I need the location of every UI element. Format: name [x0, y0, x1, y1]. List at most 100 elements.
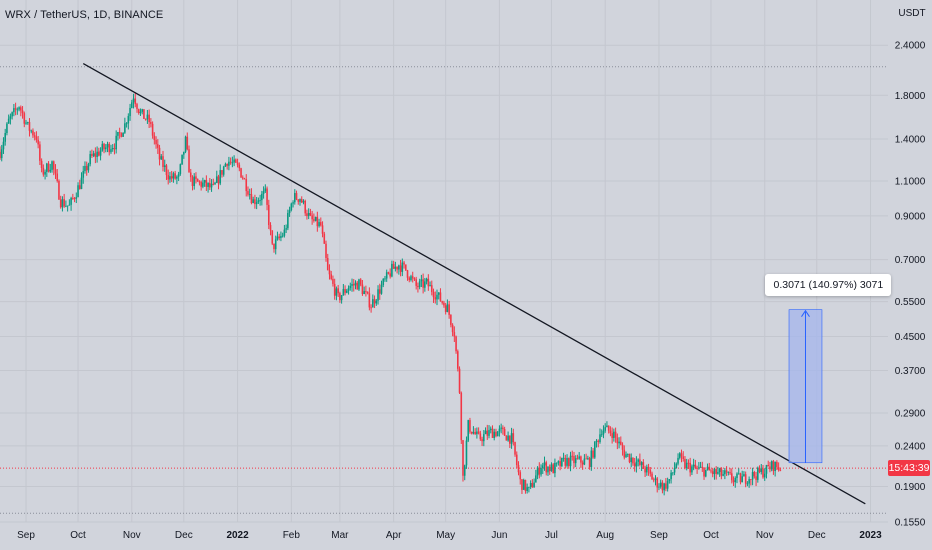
candle-body: [406, 270, 409, 278]
candle-body: [614, 431, 617, 438]
candle-body: [623, 449, 626, 458]
candle-body: [189, 172, 192, 178]
candle-body: [328, 270, 331, 275]
candle-body: [559, 461, 561, 467]
candle-body: [108, 143, 111, 153]
candle-body: [89, 154, 91, 165]
candle-body: [658, 486, 660, 488]
candle-body: [588, 458, 591, 467]
candle-body: [366, 291, 369, 294]
candle-body: [28, 122, 31, 131]
candle-body: [607, 425, 610, 431]
candle-body: [351, 283, 353, 286]
candle-body: [80, 177, 83, 189]
candle-body: [399, 265, 402, 272]
candle-body: [628, 453, 631, 463]
candle-body: [384, 278, 386, 280]
candle-body: [321, 225, 324, 234]
last-price-tag: 15:43:39: [888, 460, 930, 477]
price-tick-label: 1.4000: [895, 134, 926, 145]
candle-body: [170, 176, 173, 179]
candle-body: [713, 469, 716, 475]
candle-body: [271, 230, 274, 244]
candle-body: [39, 144, 41, 161]
candle-body: [450, 314, 452, 325]
time-tick-label: Nov: [123, 530, 141, 541]
candle-body: [129, 107, 131, 117]
candle-body: [70, 197, 72, 205]
candle-body: [600, 434, 603, 436]
candle-body: [163, 165, 166, 168]
candle-body: [656, 478, 659, 488]
candle-body: [625, 454, 627, 458]
candle-body: [587, 458, 589, 460]
candle-body: [98, 151, 100, 156]
candle-body: [396, 266, 398, 270]
candle-body: [115, 135, 117, 150]
candle-body: [349, 285, 352, 289]
candle-body: [422, 279, 424, 288]
candle-body: [772, 461, 775, 471]
candle-body: [387, 272, 390, 274]
candle-body: [276, 236, 279, 240]
time-tick-label: Nov: [756, 530, 774, 541]
candle-body: [706, 466, 709, 470]
candle-body: [162, 156, 164, 168]
candle-body: [703, 467, 705, 477]
candle-body: [169, 176, 171, 180]
candle-body: [198, 181, 201, 183]
candle-body: [437, 292, 440, 295]
candle-body: [203, 180, 206, 183]
candle-body: [659, 482, 662, 487]
candle-body: [590, 450, 593, 467]
candle-body: [533, 482, 535, 488]
candle-body: [176, 176, 178, 179]
candle-body: [184, 136, 187, 152]
candle-body: [727, 472, 730, 473]
candle-body: [557, 461, 560, 463]
candle-body: [120, 133, 123, 137]
candle-body: [245, 179, 248, 192]
candle-body: [736, 473, 738, 479]
candle-body: [515, 454, 518, 466]
candle-body: [593, 441, 596, 458]
candle-body: [82, 171, 85, 178]
candle-body: [583, 458, 586, 465]
candle-body: [550, 464, 553, 472]
candle-body: [47, 163, 50, 172]
candle-body: [472, 431, 475, 434]
candle-body: [137, 109, 140, 114]
candle-body: [642, 462, 645, 469]
candle-body: [287, 212, 289, 229]
candle-body: [157, 144, 159, 148]
candle-body: [531, 482, 534, 488]
price-axis-unit: USDT: [898, 8, 925, 19]
candle-body: [359, 279, 362, 285]
candle-body: [330, 274, 333, 279]
candle-body: [479, 433, 482, 440]
candle-body: [647, 466, 650, 470]
candle-body: [621, 444, 624, 450]
candle-body: [361, 284, 364, 295]
candle-body: [323, 233, 326, 244]
candle-body: [770, 461, 773, 470]
candle-body: [174, 173, 176, 179]
candle-body: [777, 467, 780, 470]
candle-body: [181, 154, 183, 165]
candle-body: [486, 430, 489, 436]
candle-body: [179, 164, 182, 174]
candle-body: [692, 464, 695, 467]
candle-body: [661, 482, 664, 491]
measure-label: 0.3071 (140.97%) 3071: [765, 273, 892, 296]
candle-body: [40, 160, 43, 168]
candle-body: [751, 472, 754, 480]
candle-body: [300, 199, 303, 203]
candle-body: [573, 456, 575, 464]
candle-body: [91, 154, 93, 156]
candle-body: [56, 173, 59, 181]
candle-body: [347, 288, 350, 291]
candle-body: [574, 458, 577, 464]
candle-body: [325, 243, 327, 258]
candle-body: [75, 197, 78, 199]
